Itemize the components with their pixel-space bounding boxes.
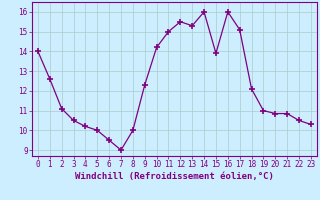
X-axis label: Windchill (Refroidissement éolien,°C): Windchill (Refroidissement éolien,°C): [75, 172, 274, 181]
